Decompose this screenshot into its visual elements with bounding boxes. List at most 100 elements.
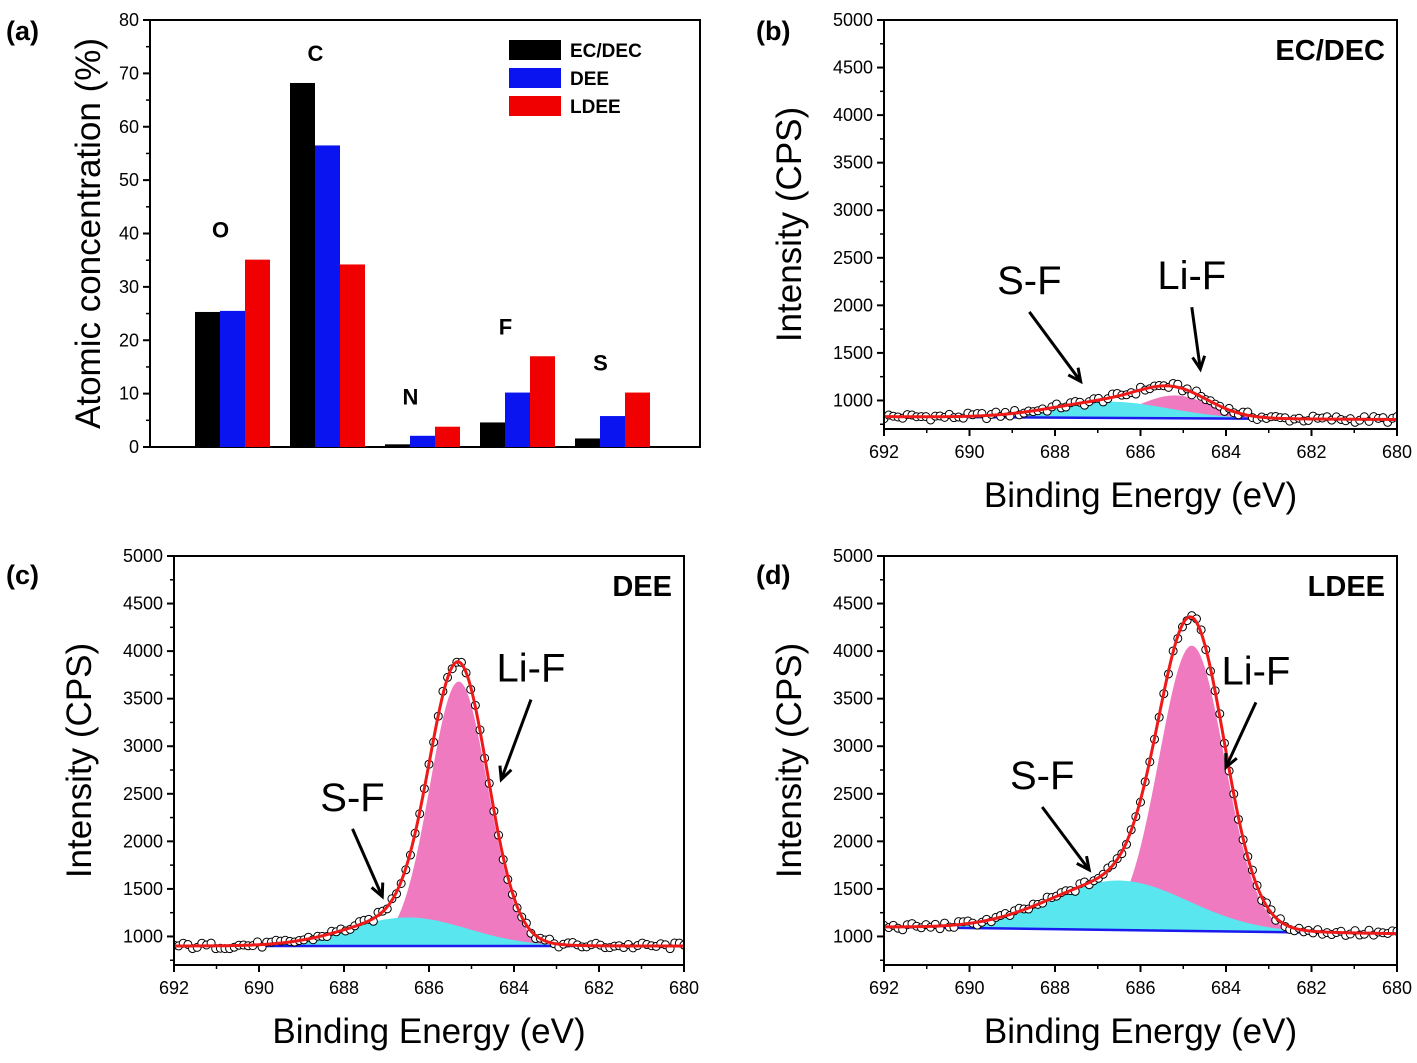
bar-O-DEE — [220, 310, 245, 447]
legend-label-LDEE: LDEE — [570, 97, 621, 118]
x-tick-label-b: 682 — [1296, 442, 1326, 462]
legend-label-DEE: DEE — [570, 69, 609, 90]
y-tick-label-d: 3500 — [833, 689, 873, 709]
x-tick-label-c: 690 — [244, 978, 274, 998]
legend-swatch-LDEE — [509, 96, 561, 116]
bar-F-LDEE — [530, 356, 555, 447]
annotation-Li-F-b: Li-F — [1157, 254, 1226, 298]
y-axis-label-c: Intensity (CPS) — [60, 643, 99, 878]
y-tick-label-c: 2000 — [123, 831, 163, 851]
x-axis-label-d: Binding Energy (eV) — [984, 1012, 1297, 1051]
y-tick-label-d: 4500 — [833, 594, 873, 614]
y-tick-label-c: 4000 — [123, 641, 163, 661]
annotation-arrowhead-Li-F-c — [498, 765, 513, 783]
category-label-S: S — [593, 351, 608, 376]
y-tick-label-c: 5000 — [123, 546, 163, 566]
x-axis-label-b: Binding Energy (eV) — [984, 476, 1297, 515]
legend-swatch-DEE — [509, 68, 561, 88]
y-tick-label-b: 4000 — [833, 105, 873, 125]
x-tick-label-b: 684 — [1211, 442, 1241, 462]
y-tick-label-b: 3500 — [833, 153, 873, 173]
annotation-arrow-S-F-c — [351, 828, 384, 898]
x-tick-label-c: 692 — [159, 978, 189, 998]
x-tick-label-c: 680 — [669, 978, 699, 998]
bar-F-DEE — [505, 392, 530, 447]
y-tick-label-c: 2500 — [123, 784, 163, 804]
y-tick-label-b: 4500 — [833, 58, 873, 78]
x-tick-label-b: 680 — [1382, 442, 1412, 462]
x-axis-label-c: Binding Energy (eV) — [272, 1012, 585, 1051]
fit-envelope-d — [884, 615, 1397, 936]
category-label-F: F — [499, 314, 512, 339]
y-tick-label-b: 1000 — [833, 390, 873, 410]
y-tick-label-b: 5000 — [833, 10, 873, 30]
y-tick-label-d: 4000 — [833, 641, 873, 661]
panel-title-d: LDEE — [1308, 571, 1385, 603]
y-tick-label-c: 3000 — [123, 736, 163, 756]
bar-N-LDEE — [435, 426, 460, 447]
lif-peak-fill-c — [174, 681, 684, 946]
bar-S-LDEE — [625, 392, 650, 447]
sf-peak-fill-c — [174, 917, 684, 946]
annotation-arrowhead-Li-F-b — [1191, 355, 1207, 373]
category-label-O: O — [212, 218, 229, 243]
x-tick-label-d: 686 — [1125, 978, 1155, 998]
panel-label-b: (b) — [756, 16, 791, 46]
bar-N-EC/DEC — [385, 444, 410, 447]
annotation-arrowhead-S-F-c — [370, 882, 385, 900]
x-tick-label-c: 682 — [584, 978, 614, 998]
panel-title-c: DEE — [612, 571, 672, 603]
x-tick-label-b: 690 — [954, 442, 984, 462]
y-tick-label-b: 2000 — [833, 295, 873, 315]
fit-envelope-b — [884, 384, 1397, 421]
y-tick-label-a: 60 — [119, 117, 139, 137]
annotation-arrowhead-Li-F-d — [1224, 753, 1238, 771]
y-tick-label-d: 1000 — [833, 926, 873, 946]
bar-F-EC/DEC — [480, 422, 505, 447]
y-tick-label-c: 4500 — [123, 594, 163, 614]
y-tick-label-a: 30 — [119, 277, 139, 297]
x-tick-label-b: 688 — [1040, 442, 1070, 462]
y-tick-label-c: 1000 — [123, 926, 163, 946]
annotation-arrow-S-F-d — [1040, 806, 1091, 871]
bar-C-DEE — [315, 145, 340, 447]
bar-O-EC/DEC — [195, 311, 220, 447]
bar-C-EC/DEC — [290, 82, 315, 448]
y-tick-label-d: 3000 — [833, 736, 873, 756]
y-tick-label-a: 20 — [119, 330, 139, 350]
y-tick-label-a: 10 — [119, 384, 139, 404]
annotation-S-F-b: S-F — [997, 259, 1061, 303]
bar-N-DEE — [410, 435, 435, 447]
category-label-N: N — [403, 385, 419, 410]
bar-C-LDEE — [340, 264, 365, 447]
panel-label-c: (c) — [6, 560, 39, 590]
annotation-S-F-d: S-F — [1010, 754, 1074, 798]
annotation-arrowhead-S-F-b — [1067, 367, 1083, 385]
y-tick-label-c: 1500 — [123, 879, 163, 899]
y-axis-label-a: Atomic concentration (%) — [69, 38, 108, 429]
panel-title-b: EC/DEC — [1275, 35, 1385, 67]
y-tick-label-d: 5000 — [833, 546, 873, 566]
x-tick-label-b: 692 — [869, 442, 899, 462]
annotation-S-F-c: S-F — [320, 776, 384, 820]
y-tick-label-a: 40 — [119, 224, 139, 244]
x-tick-label-c: 688 — [329, 978, 359, 998]
bar-S-DEE — [600, 416, 625, 447]
bar-S-EC/DEC — [575, 438, 600, 447]
y-tick-label-c: 3500 — [123, 689, 163, 709]
sf-peak-fill-d — [884, 880, 1397, 934]
y-tick-label-a: 80 — [119, 10, 139, 30]
annotation-arrow-Li-F-b — [1190, 306, 1202, 370]
y-tick-label-a: 0 — [129, 437, 139, 457]
annotation-Li-F-c: Li-F — [497, 647, 566, 691]
plot-frame-b — [883, 19, 1398, 430]
y-axis-label-b: Intensity (CPS) — [770, 107, 809, 342]
category-label-C: C — [308, 41, 324, 66]
lif-peak-fill-d — [884, 645, 1397, 934]
annotation-Li-F-d: Li-F — [1221, 649, 1290, 693]
fit-envelope-c — [174, 660, 684, 948]
bar-O-LDEE — [245, 259, 270, 447]
x-tick-label-d: 692 — [869, 978, 899, 998]
y-axis-label-d: Intensity (CPS) — [770, 643, 809, 878]
